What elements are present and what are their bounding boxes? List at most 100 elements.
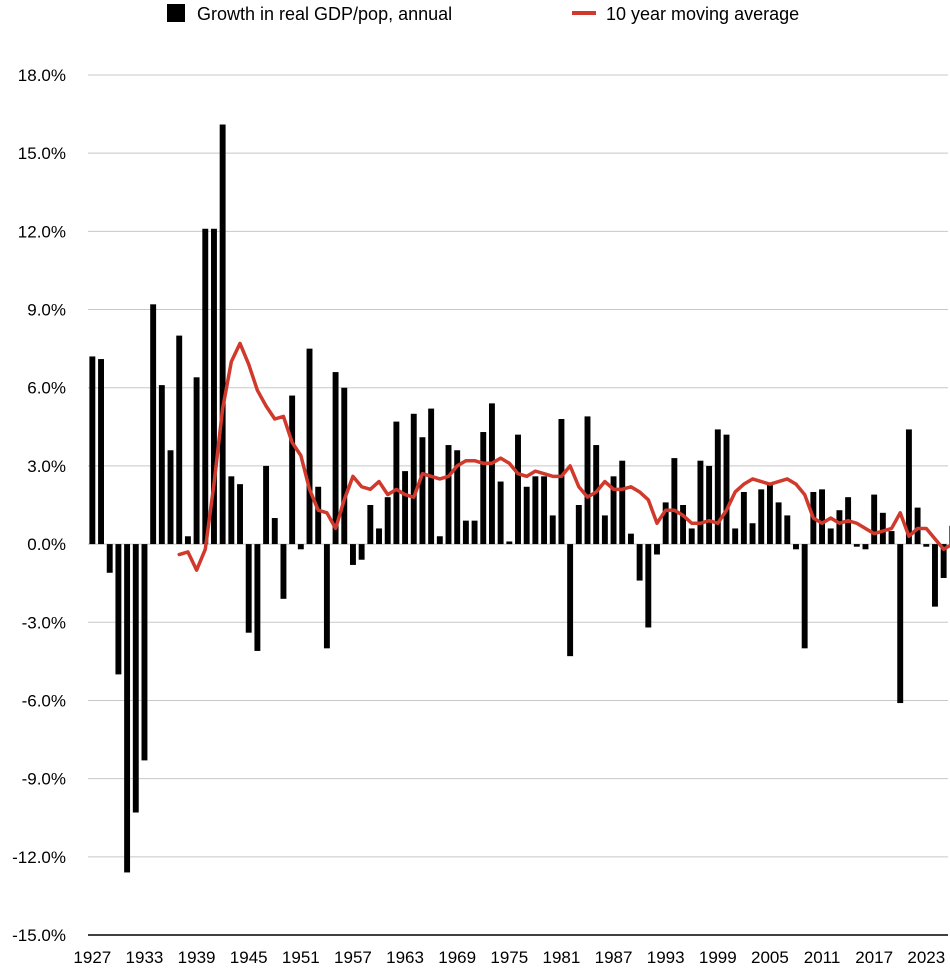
- x-tick-label: 2023: [907, 948, 945, 967]
- bar: [176, 335, 183, 545]
- bar: [245, 544, 252, 633]
- bars-series: [89, 124, 950, 873]
- x-tick-label: 1945: [230, 948, 268, 967]
- bar: [897, 544, 904, 704]
- bar: [384, 497, 391, 545]
- bar: [610, 476, 617, 545]
- bar: [697, 460, 704, 545]
- bar: [219, 124, 226, 545]
- y-tick-label: -15.0%: [12, 926, 66, 945]
- bar: [167, 450, 174, 545]
- x-tick-label: 1939: [178, 948, 216, 967]
- bar: [827, 528, 834, 545]
- bar: [497, 481, 504, 545]
- bar: [541, 476, 548, 545]
- bar: [766, 484, 773, 545]
- x-tick-label: 1987: [595, 948, 633, 967]
- bar: [923, 544, 930, 547]
- y-tick-label: -6.0%: [22, 691, 66, 710]
- bar: [871, 494, 878, 545]
- x-tick-label: 1927: [73, 948, 111, 967]
- x-tick-label: 1975: [490, 948, 528, 967]
- bar: [523, 486, 530, 545]
- bar: [862, 544, 869, 550]
- bar: [228, 476, 235, 545]
- bar: [688, 528, 695, 545]
- x-tick-label: 1999: [699, 948, 737, 967]
- y-tick-label: 0.0%: [27, 535, 66, 554]
- bar: [289, 395, 296, 545]
- bar: [193, 377, 200, 545]
- bar: [819, 489, 825, 545]
- bar: [462, 520, 469, 545]
- legend-swatch-bars: [167, 4, 185, 22]
- bar: [488, 403, 495, 545]
- moving-average-series: [177, 341, 950, 572]
- y-tick-label: -9.0%: [22, 770, 66, 789]
- bar: [749, 523, 756, 545]
- bar: [680, 505, 687, 545]
- bar: [158, 385, 165, 545]
- bar: [567, 544, 574, 657]
- x-axis: 1927 1933 1939 1945 1951 1957 1963 1969 1975 1981…: [73, 948, 945, 967]
- x-tick-label: 2011: [804, 948, 841, 967]
- y-tick-label: 6.0%: [27, 379, 66, 398]
- bar: [914, 507, 921, 545]
- bar: [306, 348, 313, 545]
- legend: Growth in real GDP/pop, annual 10 year m…: [167, 4, 799, 24]
- bar: [654, 544, 660, 555]
- x-tick-label: 1969: [438, 948, 476, 967]
- bar: [584, 416, 591, 545]
- bar: [237, 484, 243, 545]
- bar: [593, 445, 600, 545]
- bar: [141, 544, 148, 761]
- bar: [940, 544, 947, 578]
- x-tick-label: 2005: [751, 948, 789, 967]
- bar: [645, 544, 652, 628]
- bar: [775, 502, 782, 545]
- x-tick-label: 1981: [543, 948, 581, 967]
- bar: [315, 486, 322, 545]
- y-tick-label: 18.0%: [18, 66, 66, 85]
- bar: [662, 502, 669, 545]
- bar: [115, 544, 122, 675]
- bar: [410, 413, 417, 545]
- bar: [758, 489, 765, 545]
- bar: [402, 471, 409, 545]
- bar: [627, 533, 634, 545]
- bar: [184, 536, 191, 545]
- bar: [714, 429, 721, 545]
- legend-label-bars: Growth in real GDP/pop, annual: [197, 4, 452, 24]
- y-tick-label: 12.0%: [18, 222, 66, 241]
- bar: [636, 544, 643, 581]
- bar: [740, 491, 747, 545]
- bar: [793, 544, 799, 550]
- bar: [853, 544, 860, 547]
- bar: [480, 432, 487, 545]
- x-tick-label: 1957: [334, 948, 372, 967]
- bar: [549, 515, 556, 545]
- bar: [341, 387, 348, 545]
- bar: [436, 536, 443, 545]
- legend-label-line: 10 year moving average: [606, 4, 799, 24]
- bar: [879, 512, 886, 545]
- bar: [106, 544, 113, 573]
- bar: [706, 465, 713, 545]
- y-tick-label: -12.0%: [12, 848, 66, 867]
- bar: [784, 515, 791, 545]
- bar: [358, 544, 365, 560]
- bar: [671, 458, 678, 545]
- x-tick-label: 2017: [855, 948, 893, 967]
- y-tick-label: 15.0%: [18, 144, 66, 163]
- x-tick-label: 1951: [282, 948, 320, 967]
- bar: [558, 419, 565, 545]
- bar: [532, 476, 539, 545]
- bar: [202, 228, 209, 545]
- bar: [89, 356, 96, 545]
- grid: [88, 74, 948, 936]
- bar: [367, 505, 374, 545]
- bar: [254, 544, 261, 651]
- bar: [445, 445, 452, 545]
- bar: [263, 465, 270, 545]
